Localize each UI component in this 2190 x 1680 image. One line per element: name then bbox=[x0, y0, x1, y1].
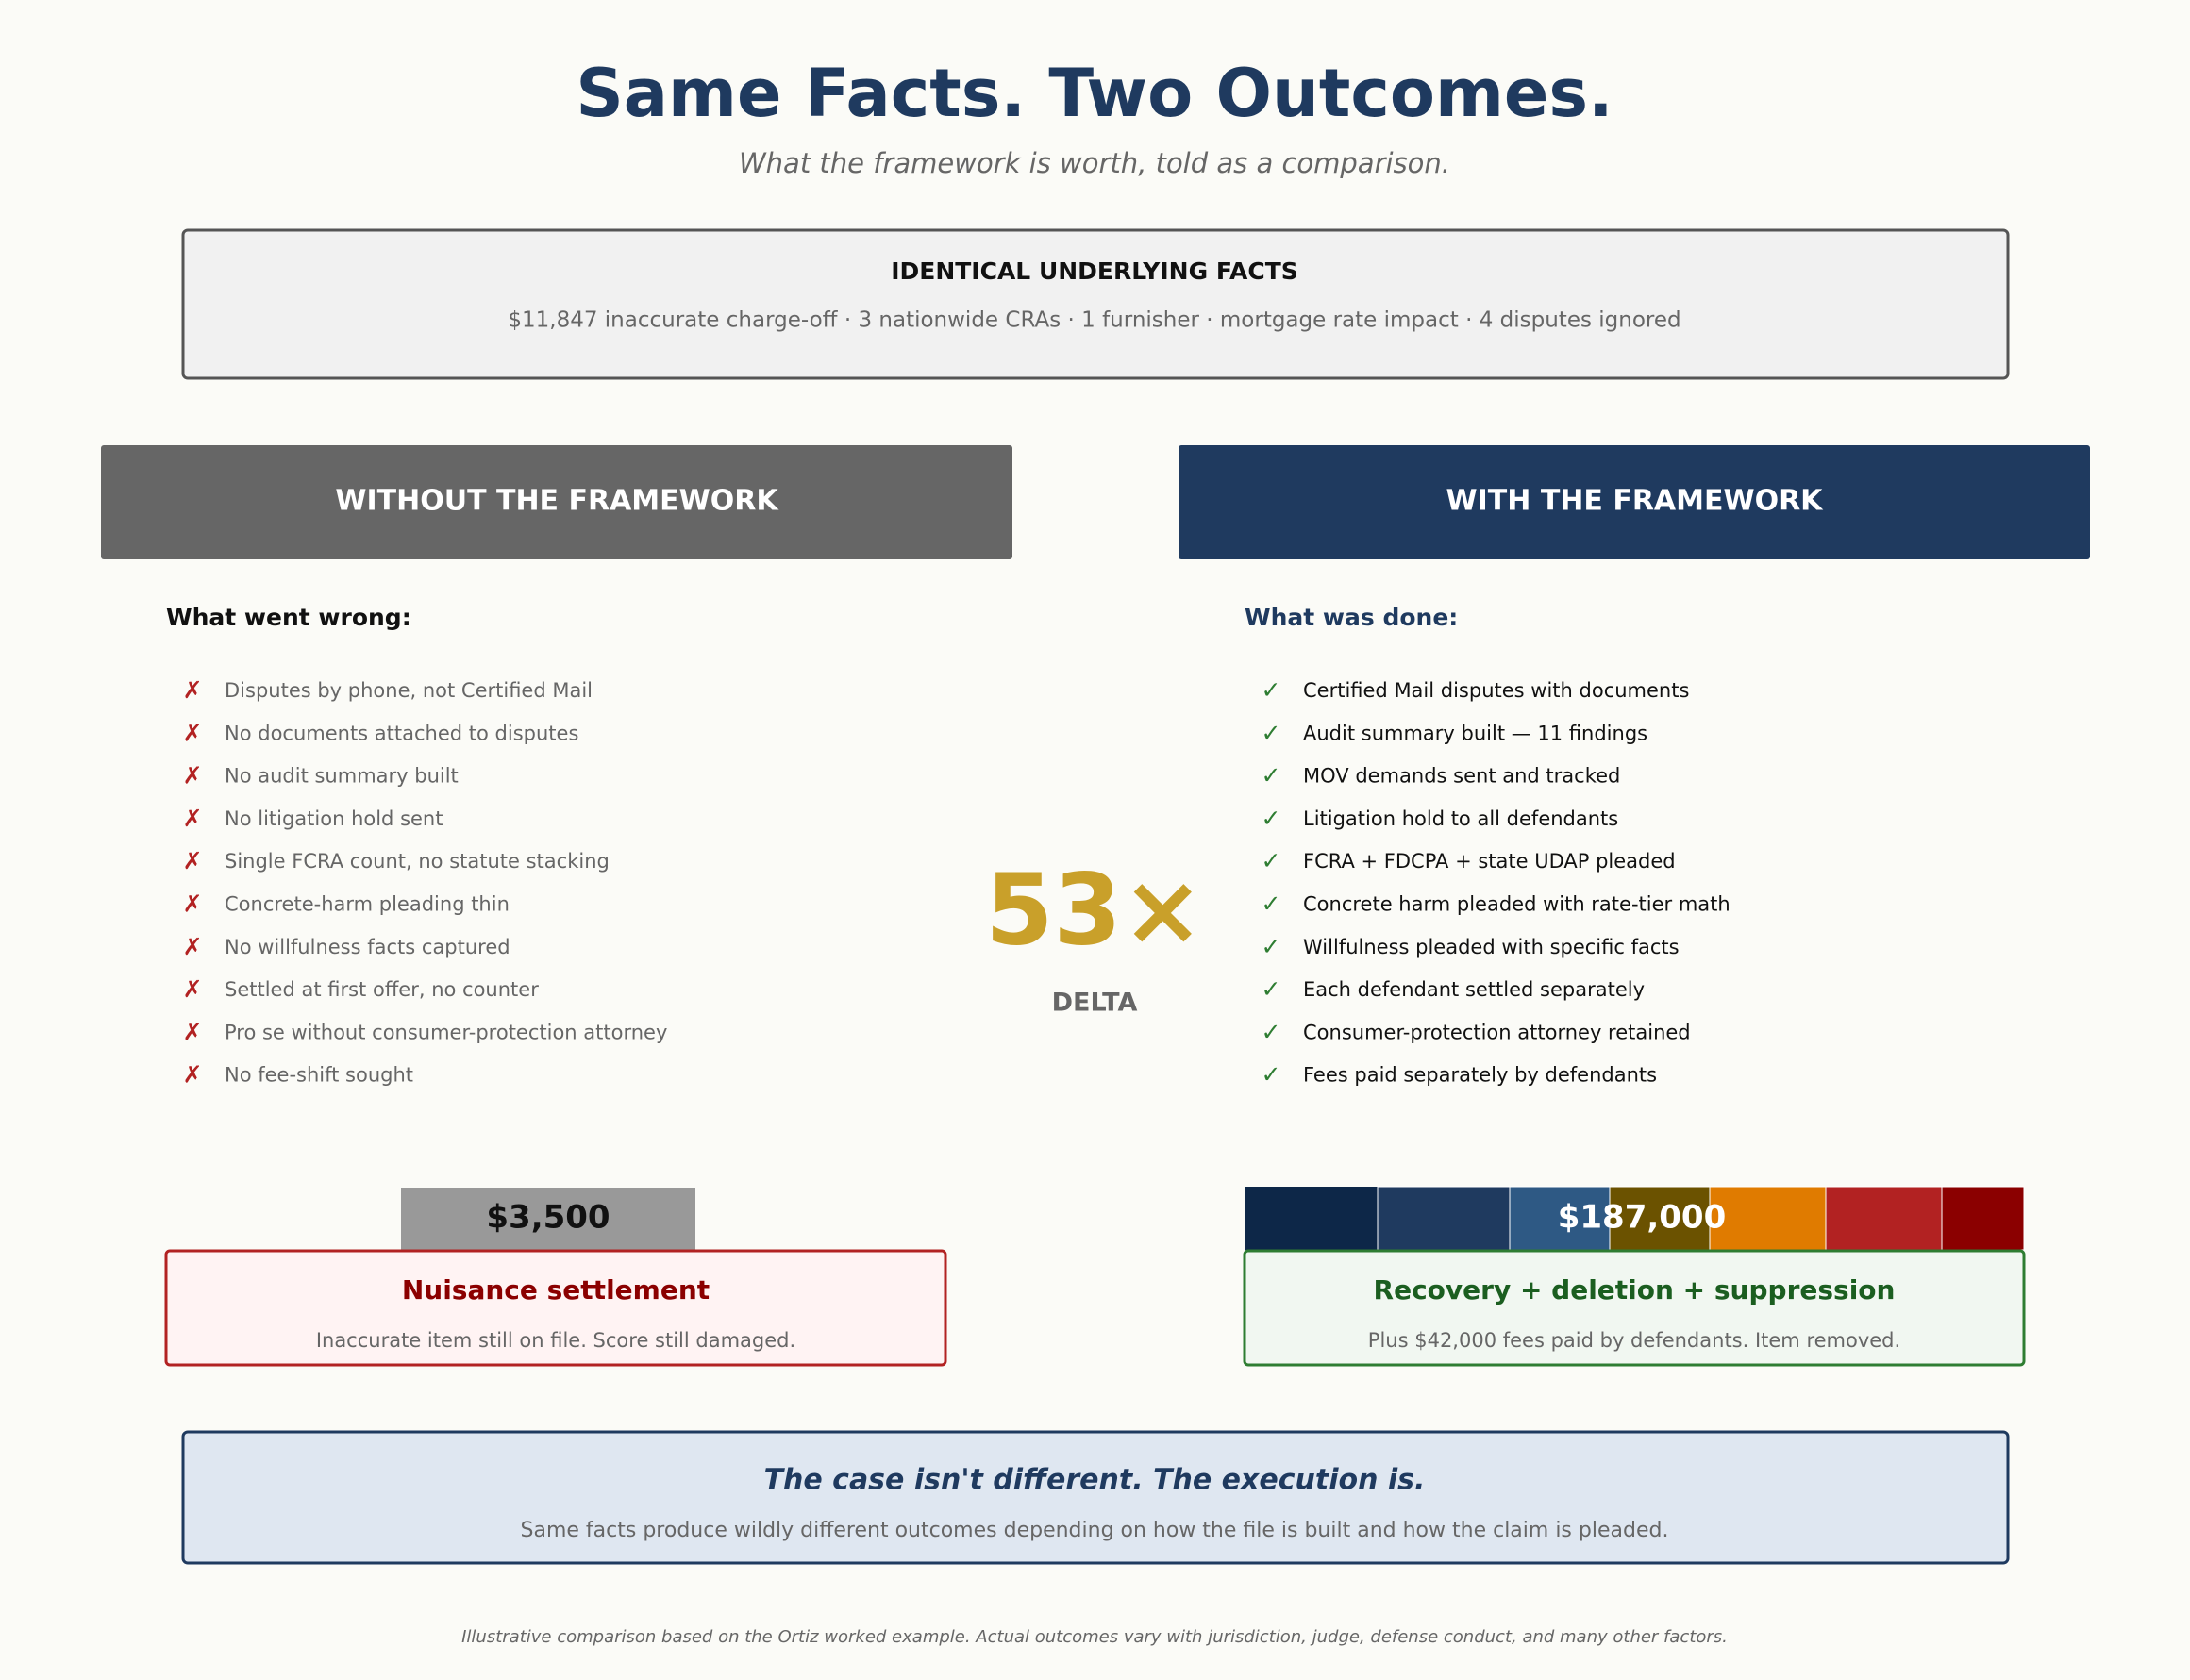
without-amount: $3,500 bbox=[486, 1199, 610, 1237]
with-outcome-box bbox=[1243, 1249, 2026, 1367]
list-item: Concrete-harm pleading thin bbox=[225, 893, 510, 916]
without-header: WITHOUT THE FRAMEWORK bbox=[335, 485, 779, 518]
list-icon: ✗ bbox=[183, 1061, 203, 1089]
list-item: No litigation hold sent bbox=[225, 807, 443, 830]
list-icon: ✗ bbox=[183, 719, 203, 746]
list-item: Willfulness pleaded with specific facts bbox=[1303, 936, 1680, 958]
list-icon: ✗ bbox=[183, 933, 203, 960]
list-item: Each defendant settled separately bbox=[1303, 978, 1645, 1001]
facts-box bbox=[181, 228, 2010, 380]
bar-segment bbox=[1825, 1186, 1943, 1251]
list-item: Certified Mail disputes with documents bbox=[1303, 679, 1689, 702]
list-icon: ✓ bbox=[1262, 890, 1281, 918]
with-header: WITH THE FRAMEWORK bbox=[1446, 485, 1825, 518]
conclusion-text: Same facts produce wildly different outc… bbox=[521, 1519, 1669, 1542]
conclusion-title: The case isn't different. The execution … bbox=[764, 1464, 1426, 1497]
list-icon: ✓ bbox=[1262, 676, 1281, 704]
list-icon: ✓ bbox=[1262, 1061, 1281, 1089]
list-icon: ✗ bbox=[183, 1018, 203, 1045]
without-amount-box bbox=[401, 1188, 695, 1250]
without-subheading: What went wrong: bbox=[166, 604, 411, 631]
list-item: No audit summary built bbox=[225, 765, 459, 788]
list-item: Disputes by phone, not Certified Mail bbox=[225, 679, 593, 702]
list-icon: ✗ bbox=[183, 762, 203, 790]
facts-text: $11,847 inaccurate charge-off · 3 nation… bbox=[508, 308, 1680, 333]
list-item: FCRA + FDCPA + state UDAP pleaded bbox=[1303, 850, 1676, 873]
list-item: Consumer-protection attorney retained bbox=[1303, 1021, 1691, 1043]
without-outcome-box bbox=[164, 1249, 947, 1367]
list-icon: ✓ bbox=[1262, 805, 1281, 832]
footnote: Illustrative comparison based on the Ort… bbox=[461, 1627, 1728, 1647]
list-icon: ✓ bbox=[1262, 847, 1281, 874]
bar-segment bbox=[1245, 1187, 1378, 1250]
bar-segment bbox=[1709, 1186, 1827, 1251]
facts-heading: IDENTICAL UNDERLYING FACTS bbox=[891, 258, 1298, 285]
list-item: Audit summary built — 11 findings bbox=[1303, 722, 1647, 744]
with-outcome-text: Plus $42,000 fees paid by defendants. It… bbox=[1368, 1329, 1900, 1352]
list-icon: ✓ bbox=[1262, 975, 1281, 1003]
list-item: MOV demands sent and tracked bbox=[1303, 765, 1620, 788]
list-icon: ✓ bbox=[1262, 933, 1281, 960]
list-item: No documents attached to disputes bbox=[225, 722, 578, 744]
list-icon: ✗ bbox=[183, 847, 203, 874]
list-icon: ✓ bbox=[1262, 1018, 1281, 1045]
list-item: Concrete harm pleaded with rate-tier mat… bbox=[1303, 893, 1730, 916]
without-outcome-text: Inaccurate item still on file. Score sti… bbox=[316, 1329, 795, 1352]
bar-segment bbox=[1509, 1186, 1611, 1251]
conclusion-box bbox=[181, 1430, 2010, 1565]
list-item: Settled at first offer, no counter bbox=[225, 978, 539, 1001]
bar-segment bbox=[1377, 1186, 1511, 1251]
delta-value: 53× bbox=[985, 852, 1204, 967]
list-icon: ✗ bbox=[183, 975, 203, 1003]
list-item: No fee-shift sought bbox=[225, 1064, 413, 1087]
list-icon: ✗ bbox=[183, 890, 203, 918]
list-icon: ✗ bbox=[183, 805, 203, 832]
list-item: Pro se without consumer-protection attor… bbox=[225, 1021, 667, 1043]
subtitle: What the framework is worth, told as a c… bbox=[739, 147, 1450, 179]
delta-label: DELTA bbox=[1052, 989, 1138, 1018]
list-icon: ✓ bbox=[1262, 762, 1281, 790]
list-icon: ✗ bbox=[183, 676, 203, 704]
list-item: Single FCRA count, no statute stacking bbox=[225, 850, 610, 873]
with-amount: $187,000 bbox=[1558, 1199, 1727, 1237]
list-icon: ✓ bbox=[1262, 719, 1281, 746]
without-header-box bbox=[101, 445, 1012, 559]
with-header-box bbox=[1179, 445, 2090, 559]
bar-segment bbox=[1941, 1186, 2025, 1251]
title: Same Facts. Two Outcomes. bbox=[576, 55, 1613, 132]
list-item: No willfulness facts captured bbox=[225, 936, 510, 958]
without-outcome-title: Nuisance settlement bbox=[402, 1274, 710, 1306]
with-amount-bar bbox=[1245, 1186, 2025, 1251]
with-outcome-title: Recovery + deletion + suppression bbox=[1374, 1274, 1896, 1306]
bar-segment bbox=[1609, 1186, 1711, 1251]
list-item: Fees paid separately by defendants bbox=[1303, 1064, 1657, 1087]
list-item: Litigation hold to all defendants bbox=[1303, 807, 1618, 830]
with-subheading: What was done: bbox=[1245, 604, 1458, 631]
